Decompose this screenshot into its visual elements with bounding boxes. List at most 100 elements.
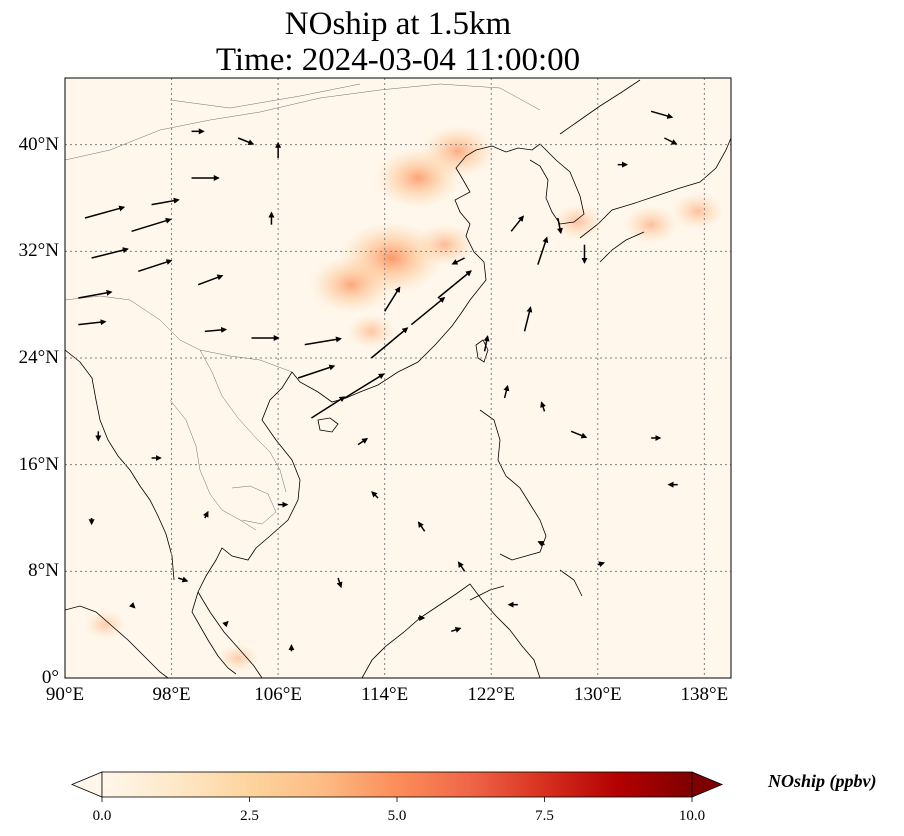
wind-arrow bbox=[483, 335, 490, 352]
figure-title: NOship at 1.5km bbox=[284, 6, 512, 42]
wind-vectors bbox=[78, 110, 678, 652]
colorbar-tick-label: 0.0 bbox=[92, 808, 112, 824]
wind-arrow bbox=[129, 602, 136, 609]
lat-tick-label: 40°N bbox=[18, 133, 59, 155]
coastline-borneo bbox=[361, 583, 541, 678]
wind-arrow bbox=[451, 627, 462, 633]
coastline-sumatra bbox=[65, 605, 169, 678]
map-frame bbox=[64, 77, 732, 679]
wind-arrow bbox=[650, 110, 674, 119]
wind-arrow bbox=[297, 364, 336, 379]
wind-arrow bbox=[357, 438, 369, 446]
lon-tick-label: 138°E bbox=[680, 684, 729, 705]
wind-arrow bbox=[304, 336, 342, 346]
coastline-taiwan bbox=[475, 339, 489, 363]
wind-arrow bbox=[503, 384, 510, 399]
lat-tick-label: 8°N bbox=[28, 560, 59, 582]
wind-arrow bbox=[370, 327, 409, 359]
border-china-south bbox=[65, 295, 293, 373]
wind-arrow bbox=[597, 561, 605, 568]
coastlines bbox=[65, 79, 731, 678]
lat-tick-label: 32°N bbox=[18, 240, 59, 262]
coastline-malay bbox=[197, 591, 263, 678]
lat-tick-label: 0° bbox=[41, 667, 59, 688]
lat-tick-label: 24°N bbox=[18, 347, 59, 368]
concentration-hotspot bbox=[623, 205, 679, 244]
wind-arrow bbox=[537, 540, 545, 547]
wind-arrow bbox=[451, 257, 465, 265]
wind-arrow bbox=[344, 373, 385, 399]
colorbar-body bbox=[101, 771, 693, 798]
wind-arrow bbox=[222, 620, 229, 628]
wind-arrow bbox=[197, 274, 224, 286]
border-thailand bbox=[169, 399, 257, 531]
wind-arrow bbox=[91, 247, 129, 259]
wind-arrow bbox=[556, 217, 563, 235]
lon-tick-label: 106°E bbox=[254, 684, 302, 705]
lon-tick-label: 122°E bbox=[467, 684, 516, 705]
wind-arrow bbox=[417, 521, 426, 532]
wind-arrow bbox=[510, 215, 524, 232]
wind-arrow bbox=[151, 197, 180, 206]
colorbar-tick-label: 7.5 bbox=[535, 808, 554, 824]
coastline-hainan bbox=[317, 417, 339, 433]
wind-arrow bbox=[537, 236, 549, 265]
lon-tick-label: 114°E bbox=[361, 684, 409, 705]
colorbar-tick-label: 2.5 bbox=[240, 808, 259, 824]
wind-arrow bbox=[437, 270, 472, 299]
wind-arrow bbox=[371, 491, 379, 499]
coastline-russia bbox=[559, 79, 641, 135]
wind-arrow bbox=[384, 286, 401, 312]
border-china-north bbox=[65, 83, 541, 161]
inland-borders bbox=[65, 83, 541, 531]
wind-arrow bbox=[84, 205, 126, 219]
concentration-hotspot bbox=[83, 609, 127, 640]
wind-arrow bbox=[410, 296, 446, 326]
coastline-indochina bbox=[191, 371, 301, 675]
colorbar-tick-label: 5.0 bbox=[387, 808, 407, 824]
concentration-hotspot bbox=[671, 192, 725, 230]
colorbar-label: NOship (ppbv) bbox=[768, 771, 877, 791]
lon-tick-label: 130°E bbox=[573, 684, 622, 705]
wind-arrow bbox=[457, 561, 466, 572]
lon-tick-label: 90°E bbox=[45, 684, 85, 705]
coastline-japan bbox=[579, 137, 731, 263]
colorbar-extend-min bbox=[70, 771, 103, 798]
figure-timestamp: Time: 2024-03-04 11:00:00 bbox=[215, 42, 581, 78]
colorbar-tick-marks bbox=[101, 797, 693, 802]
concentration-hotspot bbox=[346, 313, 397, 349]
wind-arrow bbox=[78, 319, 107, 326]
wind-arrow bbox=[177, 576, 189, 583]
concentration-hotspot bbox=[414, 223, 475, 266]
wind-arrow bbox=[540, 401, 546, 412]
wind-arrow bbox=[131, 217, 172, 233]
lat-tick-label: 16°N bbox=[18, 453, 59, 475]
wind-arrow bbox=[336, 577, 343, 589]
wind-arrow bbox=[311, 396, 346, 419]
wind-arrow bbox=[204, 326, 228, 333]
colorbar-extend-max bbox=[691, 771, 724, 798]
border-vietnam-laos bbox=[199, 349, 287, 493]
coastline-korea bbox=[529, 143, 585, 225]
wind-arrow bbox=[78, 289, 113, 299]
wind-arrow bbox=[664, 137, 678, 145]
coastline-philippines bbox=[469, 409, 583, 601]
concentration-hotspot bbox=[216, 643, 260, 673]
wind-arrow bbox=[570, 430, 588, 439]
lon-tick-label: 98°E bbox=[152, 684, 191, 705]
coastline-china bbox=[291, 143, 541, 403]
colorbar bbox=[70, 771, 724, 802]
wind-arrow bbox=[523, 306, 533, 332]
wind-arrow bbox=[237, 137, 255, 146]
concentration-hotspot bbox=[552, 204, 604, 240]
concentration-hotspot bbox=[310, 255, 393, 314]
wind-arrow bbox=[203, 510, 209, 519]
concentration-field bbox=[83, 125, 725, 673]
wind-arrow bbox=[138, 259, 173, 273]
border-mongolia bbox=[169, 83, 361, 109]
border-cambodia bbox=[231, 485, 277, 525]
colorbar-tick-label: 10.0 bbox=[678, 808, 706, 824]
concentration-hotspot bbox=[420, 125, 496, 178]
coastline-myanmar bbox=[65, 349, 175, 581]
